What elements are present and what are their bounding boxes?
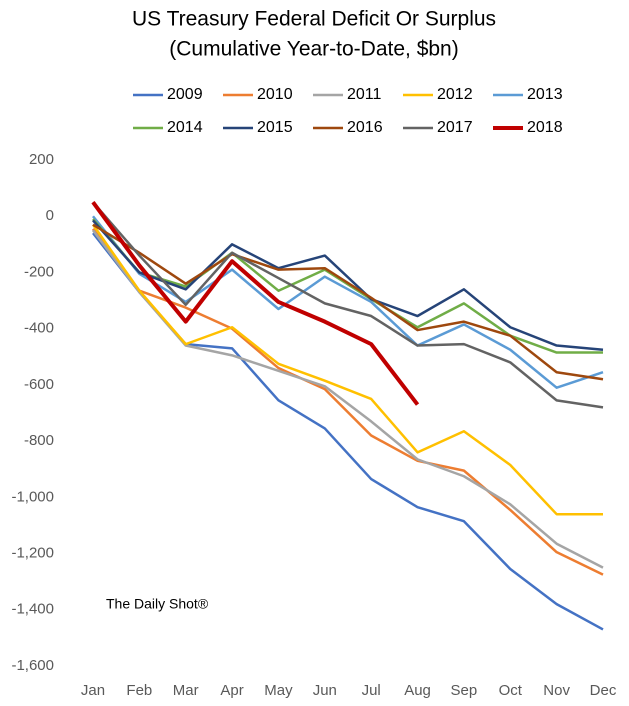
legend-label: 2009: [167, 86, 203, 103]
legend-label: 2010: [257, 86, 293, 103]
y-tick-label: -1,400: [11, 601, 54, 618]
y-tick-label: -1,000: [11, 488, 54, 505]
x-tick-label: Apr: [220, 682, 243, 699]
y-tick-label: -800: [24, 432, 54, 449]
x-tick-label: Feb: [126, 682, 152, 699]
series-line: [91, 223, 603, 516]
chart-subtitle: (Cumulative Year-to-Date, $bn): [169, 38, 458, 61]
x-tick-label: Mar: [173, 682, 199, 699]
legend-label: 2014: [167, 119, 203, 136]
legend-label: 2017: [437, 119, 473, 136]
y-tick-label: 200: [29, 151, 54, 168]
legend-label: 2011: [347, 86, 382, 103]
series-line: [92, 201, 604, 409]
series-line: [92, 223, 604, 381]
x-tick-label: May: [264, 682, 293, 699]
annotation: The Daily Shot®: [106, 596, 209, 612]
y-tick-label: 0: [46, 207, 54, 224]
legend-label: 2012: [437, 86, 473, 103]
chart-title: US Treasury Federal Deficit Or Surplus: [132, 8, 496, 31]
x-tick-label: Dec: [590, 682, 617, 699]
y-tick-label: -400: [24, 320, 54, 337]
y-tick-label: -200: [24, 263, 54, 280]
x-tick-label: Jul: [362, 682, 381, 699]
y-tick-label: -600: [24, 376, 54, 393]
y-tick-label: -1,600: [11, 657, 54, 674]
x-tick-label: Nov: [543, 682, 570, 699]
series-line: [92, 219, 604, 351]
x-tick-label: Aug: [404, 682, 431, 699]
legend-label: 2018: [527, 119, 563, 136]
y-tick-label: -1,200: [11, 545, 54, 562]
x-tick-label: Jan: [81, 682, 105, 699]
legend-label: 2015: [257, 119, 293, 136]
series-line: [91, 200, 420, 406]
x-tick-label: Jun: [313, 682, 337, 699]
x-tick-label: Sep: [451, 682, 478, 699]
legend-label: 2016: [347, 119, 383, 136]
series-line: [91, 228, 604, 576]
x-tick-label: Oct: [499, 682, 523, 699]
legend-label: 2013: [527, 86, 563, 103]
